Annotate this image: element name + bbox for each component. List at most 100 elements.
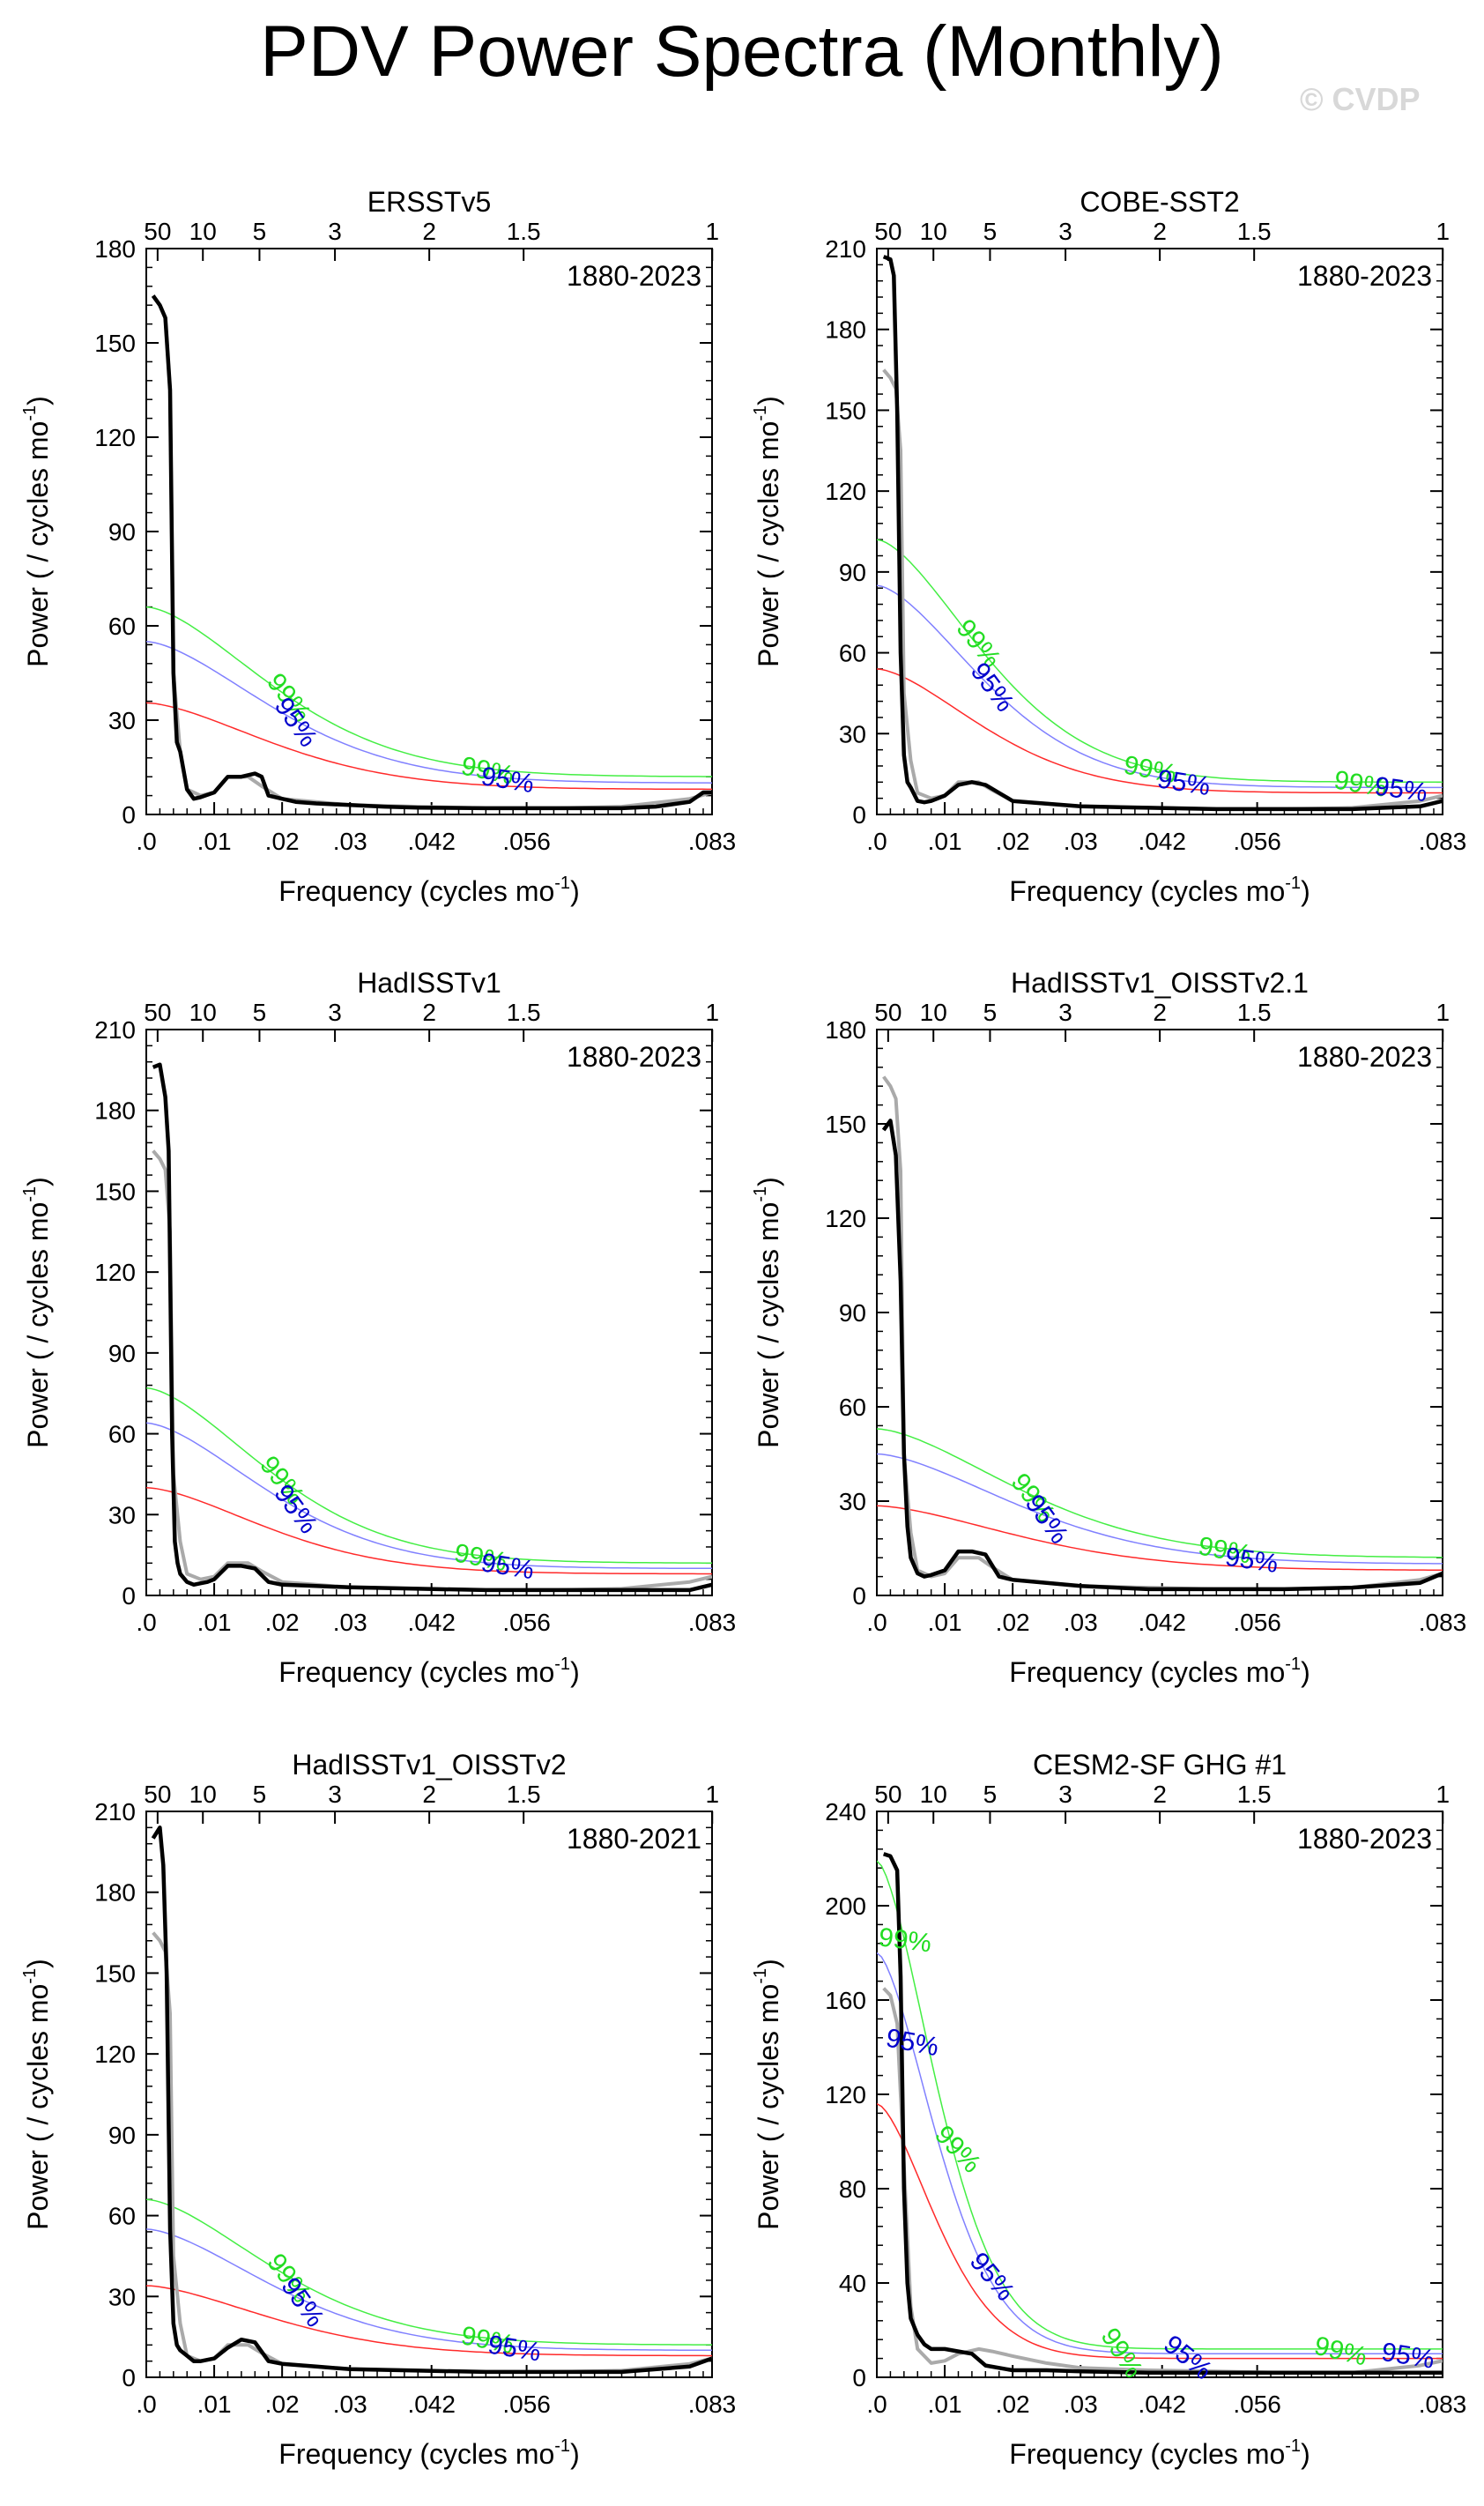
top-tick-label: 3 xyxy=(1058,1781,1072,1808)
x-tick-label: .03 xyxy=(1064,2391,1098,2418)
x-tick-label: .083 xyxy=(688,2391,737,2418)
x-axis-label: Frequency (cycles mo-1) xyxy=(278,1655,579,1688)
top-tick-label: 1.5 xyxy=(1237,218,1272,245)
x-axis-label: Frequency (cycles mo-1) xyxy=(1009,2436,1310,2470)
top-tick-label: 5 xyxy=(983,1781,998,1808)
plot-frame xyxy=(145,1029,713,1596)
years-label: 1880-2023 xyxy=(1297,1041,1432,1073)
chart-panel-4: HadISSTv1_OISSTv2.11880-2023030609012015… xyxy=(751,967,1466,1688)
y-tick-label: 120 xyxy=(94,1259,136,1286)
top-tick-label: 5 xyxy=(253,218,267,245)
y-tick-label: 90 xyxy=(839,1299,866,1327)
years-label: 1880-2023 xyxy=(1297,1823,1432,1855)
y-tick-label: 90 xyxy=(108,518,136,546)
x-tick-label: .02 xyxy=(996,1609,1030,1636)
confidence-99-label: 99% xyxy=(1311,2331,1369,2372)
x-tick-label: .056 xyxy=(502,2391,551,2418)
y-tick-label: 90 xyxy=(108,1340,136,1367)
reference-spectrum-line xyxy=(882,1075,1443,1591)
top-tick-label: 3 xyxy=(328,218,342,245)
x-axis-label: Frequency (cycles mo-1) xyxy=(1009,874,1310,907)
y-tick-label: 0 xyxy=(122,2364,136,2391)
chart-panel-6: CESM2-SF GHG #1 1880-2023 0 40 80 120 160 200 24… xyxy=(751,1749,1466,2470)
series-group xyxy=(146,294,712,811)
y-tick-label: 0 xyxy=(852,2364,866,2391)
confidence-99-line xyxy=(146,606,712,777)
plot-frame xyxy=(876,1811,1443,2378)
confidence-99-line xyxy=(877,1860,1443,2350)
confidence-95-line xyxy=(146,2228,712,2352)
top-tick-label: 10 xyxy=(189,1781,217,1808)
plot-frame xyxy=(145,1811,713,2378)
x-tick-label: .01 xyxy=(928,1609,962,1636)
y-tick-label: 150 xyxy=(825,1111,866,1138)
y-tick-label: 200 xyxy=(825,1893,866,1920)
top-tick-label: 2 xyxy=(1153,1781,1167,1808)
y-tick-label: 240 xyxy=(825,1798,866,1826)
x-tick-label: .056 xyxy=(1233,828,1281,855)
x-tick-label: .083 xyxy=(1419,1609,1467,1636)
y-tick-label: 30 xyxy=(839,1488,866,1515)
years-label: 1880-2023 xyxy=(567,260,701,292)
top-tick-label: 50 xyxy=(874,999,902,1026)
panel-title: ERSSTv5 xyxy=(367,186,491,218)
x-tick-label: .056 xyxy=(1233,2391,1281,2418)
x-axis-label: Frequency (cycles mo-1) xyxy=(278,874,579,907)
top-tick-label: 5 xyxy=(253,1781,267,1808)
y-tick-label: 210 xyxy=(94,1798,136,1826)
top-tick-label: 50 xyxy=(144,1781,171,1808)
y-tick-label: 120 xyxy=(825,2081,866,2108)
red-noise-line xyxy=(146,702,712,791)
top-tick-label: 50 xyxy=(874,1781,902,1808)
top-tick-label: 50 xyxy=(144,999,171,1026)
series-group xyxy=(146,1826,712,2375)
confidence-95-label: 95% xyxy=(1223,1543,1280,1579)
top-tick-label: 1 xyxy=(705,1781,719,1808)
x-tick-label: .02 xyxy=(996,828,1030,855)
y-tick-label: 60 xyxy=(108,1421,136,1448)
confidence-95-label: 95% xyxy=(486,2331,542,2368)
spectrum-line xyxy=(151,1826,712,2375)
y-tick-label: 30 xyxy=(108,1501,136,1528)
top-tick-label: 10 xyxy=(920,1781,947,1808)
confidence-99-label: 99% xyxy=(877,1922,933,1958)
top-tick-label: 2 xyxy=(422,1781,436,1808)
plot-frame xyxy=(876,1029,1443,1596)
x-tick-label: .083 xyxy=(688,1609,737,1636)
top-tick-label: 2 xyxy=(1153,218,1167,245)
red-noise-line xyxy=(146,2285,712,2357)
y-tick-label: 30 xyxy=(108,707,136,734)
y-tick-label: 90 xyxy=(839,559,866,586)
x-tick-label: .083 xyxy=(1419,2391,1467,2418)
y-axis-label: Power ( / cycles mo-1) xyxy=(751,1959,784,2230)
x-tick-label: .0 xyxy=(866,2391,887,2418)
y-tick-label: 180 xyxy=(94,1879,136,1907)
top-tick-label: 3 xyxy=(328,999,342,1026)
x-tick-label: .02 xyxy=(996,2391,1030,2418)
confidence-99-line xyxy=(146,1387,712,1564)
years-label: 1880-2021 xyxy=(567,1823,701,1855)
y-tick-label: 120 xyxy=(94,424,136,451)
confidence-99-line xyxy=(146,2198,712,2346)
red-noise-line xyxy=(877,2103,1443,2360)
red-noise-line xyxy=(877,1505,1443,1571)
page-title: PDV Power Spectra (Monthly) xyxy=(260,11,1224,92)
years-label: 1880-2023 xyxy=(1297,260,1432,292)
y-axis-label: Power ( / cycles mo-1) xyxy=(20,1959,54,2230)
confidence-95-label: 95% xyxy=(479,762,536,799)
top-tick-label: 3 xyxy=(328,1781,342,1808)
x-tick-label: .01 xyxy=(197,828,232,855)
y-tick-label: 180 xyxy=(94,1097,136,1125)
top-tick-label: 3 xyxy=(1058,218,1072,245)
y-tick-label: 60 xyxy=(839,640,866,667)
confidence-95-line xyxy=(877,1453,1443,1565)
y-tick-label: 0 xyxy=(852,1582,866,1610)
top-tick-label: 5 xyxy=(983,218,998,245)
spectrum-line xyxy=(881,1119,1443,1592)
series-group xyxy=(877,1852,1443,2375)
x-tick-label: .0 xyxy=(136,2391,156,2418)
top-tick-label: 5 xyxy=(983,999,998,1026)
x-tick-label: .0 xyxy=(866,828,887,855)
y-tick-label: 60 xyxy=(839,1394,866,1421)
